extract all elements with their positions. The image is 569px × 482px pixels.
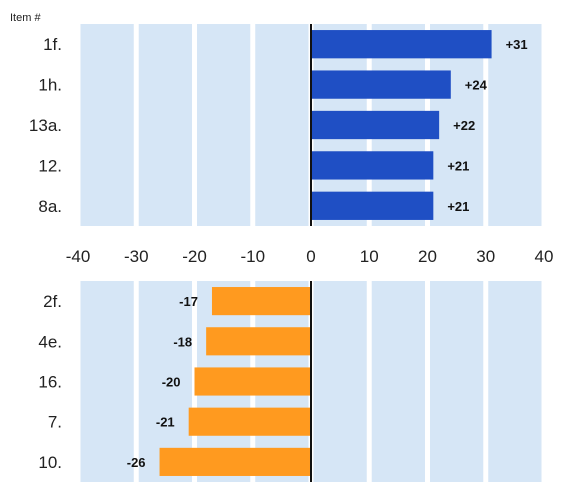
bottom-bar-0 <box>211 287 311 316</box>
x-tick-label-6: 20 <box>418 247 437 266</box>
top-grid-band <box>197 24 251 226</box>
top-bar-4 <box>311 191 434 220</box>
bottom-category-label-0: 2f. <box>43 292 62 311</box>
x-tick-label-4: 0 <box>306 247 315 266</box>
bottom-category-label-3: 7. <box>48 413 62 432</box>
top-value-label-0: +31 <box>506 37 528 52</box>
bottom-bar-2 <box>194 367 311 396</box>
top-grid-band <box>138 24 192 226</box>
bottom-bar-4 <box>159 447 311 476</box>
top-value-label-3: +21 <box>447 158 469 173</box>
top-value-label-4: +21 <box>447 199 469 214</box>
top-value-label-1: +24 <box>465 78 488 93</box>
top-value-label-2: +22 <box>453 118 475 133</box>
bottom-value-label-1: -18 <box>173 334 192 349</box>
bottom-grid-band <box>430 281 484 482</box>
x-tick-label-7: 30 <box>476 247 495 266</box>
top-bar-0 <box>311 30 492 59</box>
top-category-label-2: 13a. <box>29 116 62 135</box>
top-category-label-0: 1f. <box>43 35 62 54</box>
bottom-bar-1 <box>206 327 311 356</box>
x-tick-label-1: -30 <box>124 247 149 266</box>
top-grid-band <box>255 24 309 226</box>
x-tick-label-2: -20 <box>182 247 207 266</box>
bottom-grid-band <box>488 281 542 482</box>
bottom-value-label-2: -20 <box>162 375 181 390</box>
x-tick-label-5: 10 <box>360 247 379 266</box>
bottom-value-label-3: -21 <box>156 415 175 430</box>
bottom-category-label-2: 16. <box>38 373 62 392</box>
top-category-label-3: 12. <box>38 156 62 175</box>
bottom-value-label-4: -26 <box>127 455 146 470</box>
top-bar-2 <box>311 110 440 140</box>
top-grid-band <box>80 24 134 226</box>
bottom-value-label-0: -17 <box>179 294 198 309</box>
top-category-label-4: 8a. <box>38 197 62 216</box>
item-number-header: Item # <box>10 12 41 24</box>
top-category-label-1: 1h. <box>38 76 62 95</box>
x-tick-label-0: -40 <box>66 247 91 266</box>
x-tick-label-3: -10 <box>240 247 265 266</box>
bottom-grid-band <box>371 281 425 482</box>
bottom-category-label-1: 4e. <box>38 332 62 351</box>
bottom-grid-band <box>80 281 134 482</box>
top-bar-1 <box>311 70 451 99</box>
top-grid-band <box>488 24 542 226</box>
x-tick-label-8: 40 <box>535 247 554 266</box>
top-bar-3 <box>311 151 434 180</box>
bottom-category-label-4: 10. <box>38 453 62 472</box>
bottom-bar-3 <box>188 407 311 436</box>
bottom-grid-band <box>313 281 367 482</box>
